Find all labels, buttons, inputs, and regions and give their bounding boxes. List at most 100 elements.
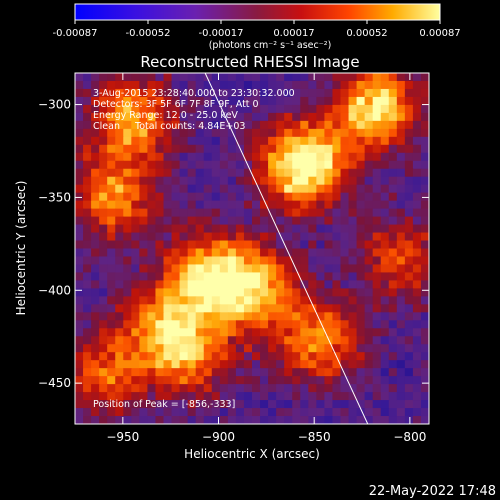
heatmap-cell (404, 248, 414, 258)
heatmap-cell (235, 152, 245, 162)
heatmap-cell (268, 104, 277, 114)
heatmap-cell (252, 336, 261, 345)
heatmap-cell (99, 112, 108, 122)
heatmap-cell (235, 112, 245, 122)
heatmap-cell (163, 408, 173, 417)
heatmap-cell (324, 264, 334, 274)
heatmap-cell (235, 360, 245, 369)
heatmap-cell (227, 152, 237, 162)
y-tick-label: −350 (38, 190, 71, 204)
heatmap-cell (187, 312, 197, 321)
heatmap-cell (260, 360, 269, 369)
heatmap-cell (332, 304, 342, 313)
heatmap-cell (131, 296, 140, 305)
heatmap-cell (131, 240, 140, 250)
heatmap-cell (107, 232, 116, 242)
heatmap-cell (99, 408, 108, 417)
heatmap-cell (292, 288, 301, 297)
heatmap-cell (348, 352, 358, 361)
heatmap-cell (155, 296, 165, 305)
heatmap-cell (316, 352, 326, 361)
heatmap-cell (187, 272, 197, 282)
heatmap-cell (219, 352, 229, 361)
heatmap-cell (252, 200, 261, 210)
heatmap-cell (372, 312, 382, 321)
peak-position-label: Position of Peak = [-856,-333] (93, 399, 235, 410)
heatmap-cell (75, 328, 84, 337)
heatmap-cell (131, 288, 140, 297)
heatmap-cell (107, 168, 116, 178)
heatmap-cell (252, 80, 261, 90)
heatmap-cell (75, 152, 84, 162)
heatmap-cell (211, 232, 221, 242)
heatmap-cell (356, 264, 366, 274)
heatmap-cell (268, 400, 277, 409)
heatmap-cell (123, 368, 132, 377)
heatmap-cell (107, 408, 116, 417)
heatmap-cell (404, 184, 414, 194)
heatmap-cell (276, 104, 285, 114)
heatmap-cell (235, 296, 245, 305)
heatmap-cell (316, 168, 326, 178)
heatmap-cell (235, 160, 245, 170)
heatmap-cell (179, 208, 189, 218)
heatmap-cell (243, 392, 253, 401)
heatmap-cell (412, 216, 422, 226)
heatmap-cell (115, 416, 124, 424)
heatmap-cell (412, 368, 422, 377)
heatmap-cell (203, 280, 213, 289)
heatmap-cell (324, 192, 334, 202)
heatmap-cell (147, 360, 157, 369)
heatmap-cell (155, 376, 165, 385)
heatmap-cell (316, 328, 326, 337)
heatmap-cell (147, 136, 157, 146)
heatmap-cell (332, 96, 342, 106)
heatmap-cell (131, 192, 140, 202)
heatmap-cell (91, 240, 100, 250)
heatmap-cell (211, 112, 221, 122)
heatmap-cell (91, 336, 100, 345)
heatmap-cell (243, 88, 253, 98)
heatmap-cell (340, 336, 350, 345)
heatmap-cell (316, 344, 326, 353)
heatmap-cell (284, 144, 293, 154)
heatmap-cell (252, 224, 261, 234)
heatmap-cell (396, 136, 406, 146)
heatmap-cell (340, 200, 350, 210)
heatmap-cell (83, 184, 92, 194)
heatmap-cell (412, 248, 422, 258)
heatmap-cell (235, 73, 245, 82)
heatmap-cell (227, 208, 237, 218)
heatmap-cell (356, 176, 366, 186)
heatmap-cell (235, 224, 245, 234)
heatmap-cell (380, 376, 390, 385)
heatmap-cell (83, 136, 92, 146)
heatmap-cell (163, 344, 173, 353)
heatmap-cell (260, 328, 269, 337)
heatmap-cell (388, 392, 398, 401)
heatmap-cell (380, 392, 390, 401)
heatmap-cell (252, 376, 261, 385)
heatmap-cell (219, 336, 229, 345)
heatmap-cell (131, 216, 140, 226)
heatmap-cell (396, 288, 406, 297)
heatmap-cell (139, 336, 149, 345)
heatmap-cell (308, 216, 317, 226)
heatmap-cell (211, 184, 221, 194)
heatmap-cell (131, 376, 140, 385)
heatmap-cell (268, 336, 277, 345)
heatmap-cell (203, 368, 213, 377)
heatmap-cell (380, 216, 390, 226)
heatmap-cell (139, 216, 149, 226)
heatmap-cell (115, 336, 124, 345)
heatmap-cell (163, 248, 173, 258)
heatmap-cell (276, 400, 285, 409)
heatmap-cell (147, 320, 157, 329)
heatmap-cell (380, 368, 390, 377)
heatmap-cell (235, 320, 245, 329)
heatmap-cell (155, 232, 165, 242)
heatmap-cell (107, 176, 116, 186)
heatmap-cell (388, 384, 398, 393)
heatmap-cell (115, 176, 124, 186)
heatmap-cell (396, 320, 406, 329)
